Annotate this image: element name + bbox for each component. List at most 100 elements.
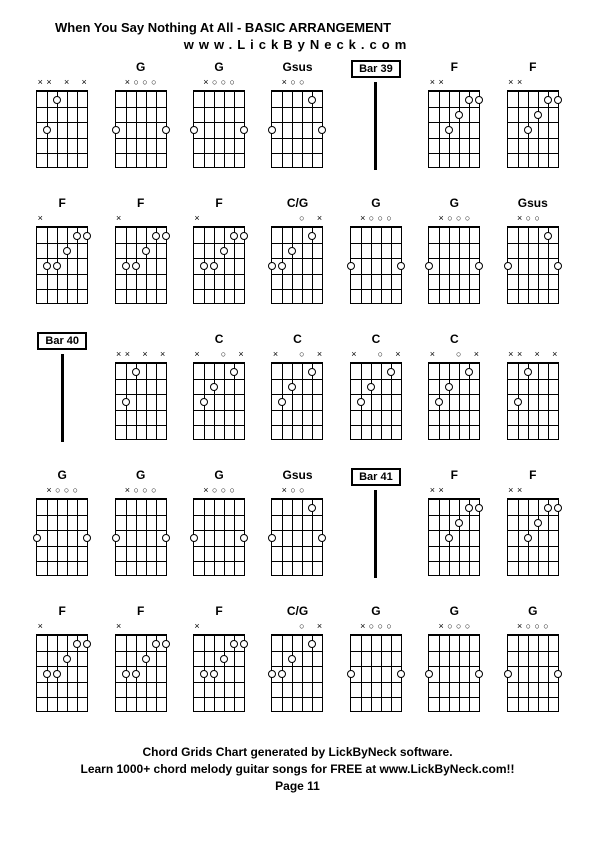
chord-label: F xyxy=(451,60,458,76)
chord-diagram-cell: F ×× xyxy=(417,468,491,596)
chord-diagram: × xyxy=(190,622,248,712)
chord-label: F xyxy=(451,468,458,484)
bar-marker: Bar 39 xyxy=(339,60,413,188)
chord-diagram-cell: F× xyxy=(103,604,177,732)
chord-diagram: ×○○○ xyxy=(112,486,170,576)
bar-label: Bar 39 xyxy=(351,60,401,78)
chord-diagram-cell: C ×○× xyxy=(417,332,491,460)
chord-label: C xyxy=(450,332,459,348)
chord-diagram: × xyxy=(33,214,91,304)
chord-label xyxy=(139,332,142,348)
chord-label: C/G xyxy=(287,196,308,212)
page-number: Page 11 xyxy=(15,778,580,795)
chord-diagram-cell: G ×○○○ xyxy=(496,604,570,732)
chord-diagram-cell: F×× xyxy=(417,60,491,188)
chord-label: G xyxy=(136,468,145,484)
chord-label: G xyxy=(450,196,459,212)
chord-diagram-cell: F× xyxy=(25,604,99,732)
chord-diagram-cell: Gsus ×○○ xyxy=(260,468,334,596)
chord-diagram: × xyxy=(190,214,248,304)
chord-label: G xyxy=(214,60,223,76)
chord-diagram-cell: C/G ○× xyxy=(260,196,334,324)
chord-diagram: × xyxy=(112,622,170,712)
chord-diagram-cell: ×××× xyxy=(496,332,570,460)
bar-marker: Bar 41 xyxy=(339,468,413,596)
chord-diagram: ×× xyxy=(504,78,562,168)
chord-diagram: ×○○○ xyxy=(112,78,170,168)
chord-label: G xyxy=(136,60,145,76)
chord-label: F xyxy=(137,196,144,212)
chord-diagram-cell: G ×○○○ xyxy=(339,604,413,732)
chord-diagram: ×× xyxy=(425,486,483,576)
chord-label: C xyxy=(372,332,381,348)
chord-diagram-cell: G ×○○○ xyxy=(417,604,491,732)
chord-diagram-cell: ×××× xyxy=(25,60,99,188)
chord-label xyxy=(531,332,534,348)
chord-diagram: ×○× xyxy=(425,350,483,440)
chord-diagram: × xyxy=(112,214,170,304)
chord-diagram-cell: F ×× xyxy=(496,60,570,188)
bar-line xyxy=(374,490,377,578)
footer: Chord Grids Chart generated by LickByNec… xyxy=(15,744,580,794)
chord-label: G xyxy=(450,604,459,620)
chord-diagram: ×○○○ xyxy=(190,78,248,168)
chord-diagram-cell: G ×○○○ xyxy=(339,196,413,324)
chord-label: G xyxy=(371,604,380,620)
footer-line-1: Chord Grids Chart generated by LickByNec… xyxy=(15,744,580,761)
chord-diagram: ×○× xyxy=(190,350,248,440)
chord-diagram-cell: F× xyxy=(182,604,256,732)
chord-diagram: ×× xyxy=(504,486,562,576)
bar-line xyxy=(61,354,64,442)
chord-diagram: ○× xyxy=(268,622,326,712)
chord-diagram-cell: G ×○○○ xyxy=(417,196,491,324)
chord-diagram-cell: F× xyxy=(103,196,177,324)
chord-diagram-cell: G ×○○○ xyxy=(25,468,99,596)
chord-diagram: ×○○○ xyxy=(425,622,483,712)
chord-diagram: ×○○ xyxy=(504,214,562,304)
chord-diagram: ×○○○ xyxy=(347,622,405,712)
chord-label: F xyxy=(137,604,144,620)
chord-diagram-cell: ×××× xyxy=(103,332,177,460)
chord-label xyxy=(61,60,64,76)
chord-label: C/G xyxy=(287,604,308,620)
chord-label: G xyxy=(528,604,537,620)
chord-diagram-cell: C/G ○× xyxy=(260,604,334,732)
chord-diagram: ×××× xyxy=(112,350,170,440)
chord-label: Gsus xyxy=(282,60,312,76)
chord-label: F xyxy=(59,196,66,212)
chord-label: C xyxy=(293,332,302,348)
chord-diagram-cell: F× xyxy=(25,196,99,324)
chord-diagram-cell: C×○× xyxy=(182,332,256,460)
chord-label: Gsus xyxy=(518,196,548,212)
chord-diagram: ×○○○ xyxy=(504,622,562,712)
chord-diagram: ×○○○ xyxy=(347,214,405,304)
footer-line-2: Learn 1000+ chord melody guitar songs fo… xyxy=(15,761,580,778)
chord-label: G xyxy=(58,468,67,484)
chord-grid: ××××G×○○○G×○○○Gsus×○○Bar 39F××F××F×F×F×C… xyxy=(15,60,580,732)
bar-label: Bar 41 xyxy=(351,468,401,486)
chord-label: F xyxy=(529,468,536,484)
bar-label: Bar 40 xyxy=(37,332,87,350)
chord-diagram: ×○× xyxy=(347,350,405,440)
chord-diagram-cell: Gsus ×○○ xyxy=(496,196,570,324)
chord-label: F xyxy=(529,60,536,76)
chord-diagram: ×○○ xyxy=(268,486,326,576)
chord-diagram: ×○○○ xyxy=(425,214,483,304)
chord-diagram-cell: C ×○× xyxy=(339,332,413,460)
page-title: When You Say Nothing At All - BASIC ARRA… xyxy=(15,20,580,35)
chord-diagram: ×××× xyxy=(33,78,91,168)
chord-diagram: ○× xyxy=(268,214,326,304)
chord-diagram: ×○○○ xyxy=(33,486,91,576)
chord-label: G xyxy=(371,196,380,212)
chord-diagram-cell: F× xyxy=(182,196,256,324)
chord-label: Gsus xyxy=(282,468,312,484)
chord-diagram: × xyxy=(33,622,91,712)
chord-diagram-cell: F ×× xyxy=(496,468,570,596)
chord-diagram: ×○○○ xyxy=(190,486,248,576)
chord-diagram-cell: G ×○○○ xyxy=(182,60,256,188)
chord-label: F xyxy=(215,196,222,212)
chord-diagram-cell: Gsus×○○ xyxy=(260,60,334,188)
chord-label: F xyxy=(59,604,66,620)
chord-diagram-cell: C×○× xyxy=(260,332,334,460)
chord-diagram: ×××× xyxy=(504,350,562,440)
